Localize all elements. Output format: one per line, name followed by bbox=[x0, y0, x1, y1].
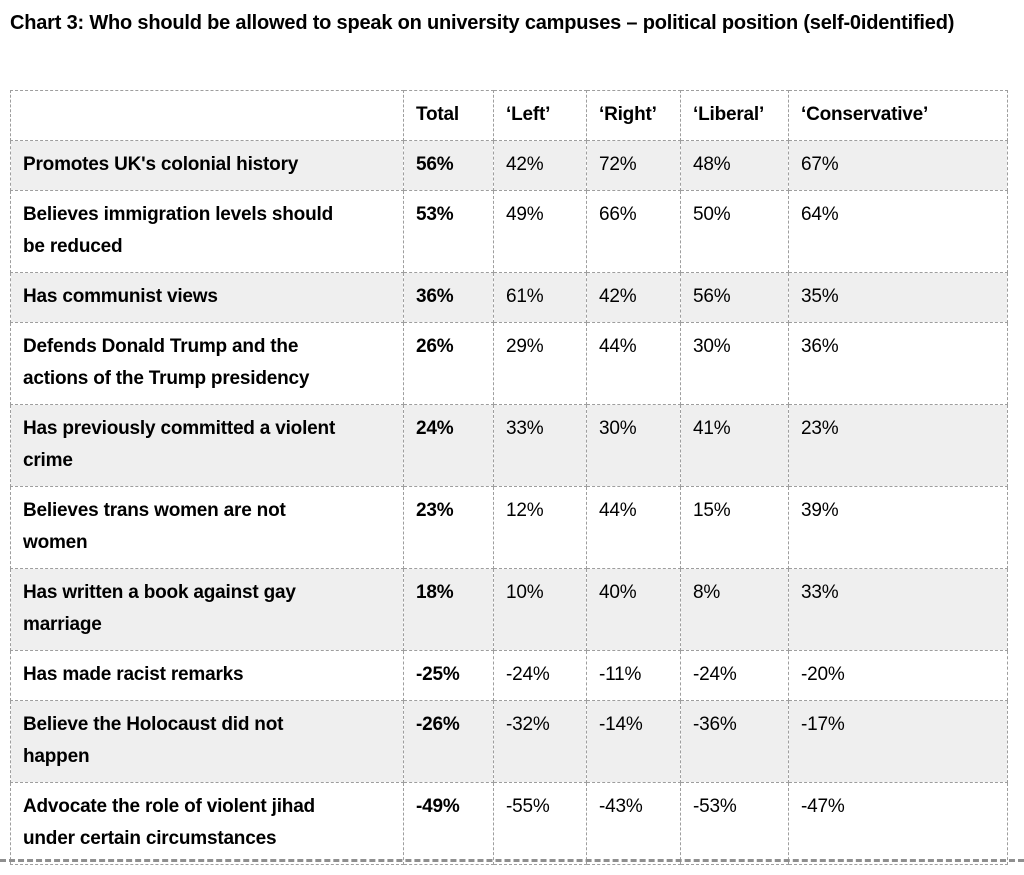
cell-liberal: 50% bbox=[680, 190, 789, 273]
cell-total: 36% bbox=[403, 272, 494, 323]
cell-conservative: 67% bbox=[788, 140, 1008, 191]
cell-left: 33% bbox=[493, 404, 587, 487]
cell-conservative: 36% bbox=[788, 322, 1008, 405]
cell-right: -11% bbox=[586, 650, 681, 701]
cell-conservative: 39% bbox=[788, 486, 1008, 569]
cell-liberal: 30% bbox=[680, 322, 789, 405]
cell-left: 29% bbox=[493, 322, 587, 405]
cell-liberal: 41% bbox=[680, 404, 789, 487]
cell-conservative: -20% bbox=[788, 650, 1008, 701]
cell-conservative: 35% bbox=[788, 272, 1008, 323]
table-row: Promotes UK's colonial history 56% 42% 7… bbox=[10, 140, 1008, 191]
cell-total: 23% bbox=[403, 486, 494, 569]
cell-right: 44% bbox=[586, 486, 681, 569]
column-header-left: ‘Left’ bbox=[493, 90, 587, 141]
cell-conservative: 23% bbox=[788, 404, 1008, 487]
cell-liberal: 15% bbox=[680, 486, 789, 569]
cell-liberal: -24% bbox=[680, 650, 789, 701]
cell-right: 30% bbox=[586, 404, 681, 487]
table-row: Believe the Holocaust did not happen -26… bbox=[10, 700, 1008, 783]
cell-left: 12% bbox=[493, 486, 587, 569]
page-title: Chart 3: Who should be allowed to speak … bbox=[10, 12, 955, 34]
row-label: Believes immigration levels should be re… bbox=[10, 190, 404, 273]
header-row: Total ‘Left’ ‘Right’ ‘Liberal’ ‘Conserva… bbox=[10, 90, 1008, 141]
table-row: Believes trans women are not women 23% 1… bbox=[10, 486, 1008, 569]
table-row: Has previously committed a violent crime… bbox=[10, 404, 1008, 487]
cell-left: -55% bbox=[493, 782, 587, 865]
row-label: Has made racist remarks bbox=[10, 650, 404, 701]
cell-total: 26% bbox=[403, 322, 494, 405]
column-header-total: Total bbox=[403, 90, 494, 141]
cell-liberal: 48% bbox=[680, 140, 789, 191]
cell-total: 53% bbox=[403, 190, 494, 273]
row-label: Advocate the role of violent jihad under… bbox=[10, 782, 404, 865]
cell-total: -26% bbox=[403, 700, 494, 783]
table-row: Advocate the role of violent jihad under… bbox=[10, 782, 1008, 865]
table-row: Has written a book against gay marriage … bbox=[10, 568, 1008, 651]
cell-total: -25% bbox=[403, 650, 494, 701]
table-row: Has communist views 36% 61% 42% 56% 35% bbox=[10, 272, 1008, 323]
cell-liberal: -53% bbox=[680, 782, 789, 865]
speakers-data-table: Total ‘Left’ ‘Right’ ‘Liberal’ ‘Conserva… bbox=[10, 90, 1008, 865]
cell-left: 61% bbox=[493, 272, 587, 323]
row-label: Promotes UK's colonial history bbox=[10, 140, 404, 191]
cell-conservative: -47% bbox=[788, 782, 1008, 865]
cell-conservative: -17% bbox=[788, 700, 1008, 783]
cell-right: -43% bbox=[586, 782, 681, 865]
row-label: Has communist views bbox=[10, 272, 404, 323]
next-table-top-edge bbox=[0, 859, 1024, 862]
row-label: Believe the Holocaust did not happen bbox=[10, 700, 404, 783]
cell-liberal: 56% bbox=[680, 272, 789, 323]
cell-right: 72% bbox=[586, 140, 681, 191]
table-row: Believes immigration levels should be re… bbox=[10, 190, 1008, 273]
row-label: Defends Donald Trump and the actions of … bbox=[10, 322, 404, 405]
cell-left: -32% bbox=[493, 700, 587, 783]
column-header-corner bbox=[10, 90, 404, 141]
row-label: Believes trans women are not women bbox=[10, 486, 404, 569]
cell-right: 66% bbox=[586, 190, 681, 273]
cell-left: 42% bbox=[493, 140, 587, 191]
column-header-right: ‘Right’ bbox=[586, 90, 681, 141]
row-label: Has previously committed a violent crime bbox=[10, 404, 404, 487]
cell-liberal: -36% bbox=[680, 700, 789, 783]
cell-left: 10% bbox=[493, 568, 587, 651]
cell-total: -49% bbox=[403, 782, 494, 865]
cell-left: 49% bbox=[493, 190, 587, 273]
cell-total: 18% bbox=[403, 568, 494, 651]
cell-right: 42% bbox=[586, 272, 681, 323]
table-row: Has made racist remarks -25% -24% -11% -… bbox=[10, 650, 1008, 701]
cell-total: 24% bbox=[403, 404, 494, 487]
cell-left: -24% bbox=[493, 650, 587, 701]
column-header-conservative: ‘Conservative’ bbox=[788, 90, 1008, 141]
row-label: Has written a book against gay marriage bbox=[10, 568, 404, 651]
cell-conservative: 64% bbox=[788, 190, 1008, 273]
cell-right: 40% bbox=[586, 568, 681, 651]
cell-liberal: 8% bbox=[680, 568, 789, 651]
column-header-liberal: ‘Liberal’ bbox=[680, 90, 789, 141]
cell-right: 44% bbox=[586, 322, 681, 405]
cell-total: 56% bbox=[403, 140, 494, 191]
cell-right: -14% bbox=[586, 700, 681, 783]
cell-conservative: 33% bbox=[788, 568, 1008, 651]
table-row: Defends Donald Trump and the actions of … bbox=[10, 322, 1008, 405]
